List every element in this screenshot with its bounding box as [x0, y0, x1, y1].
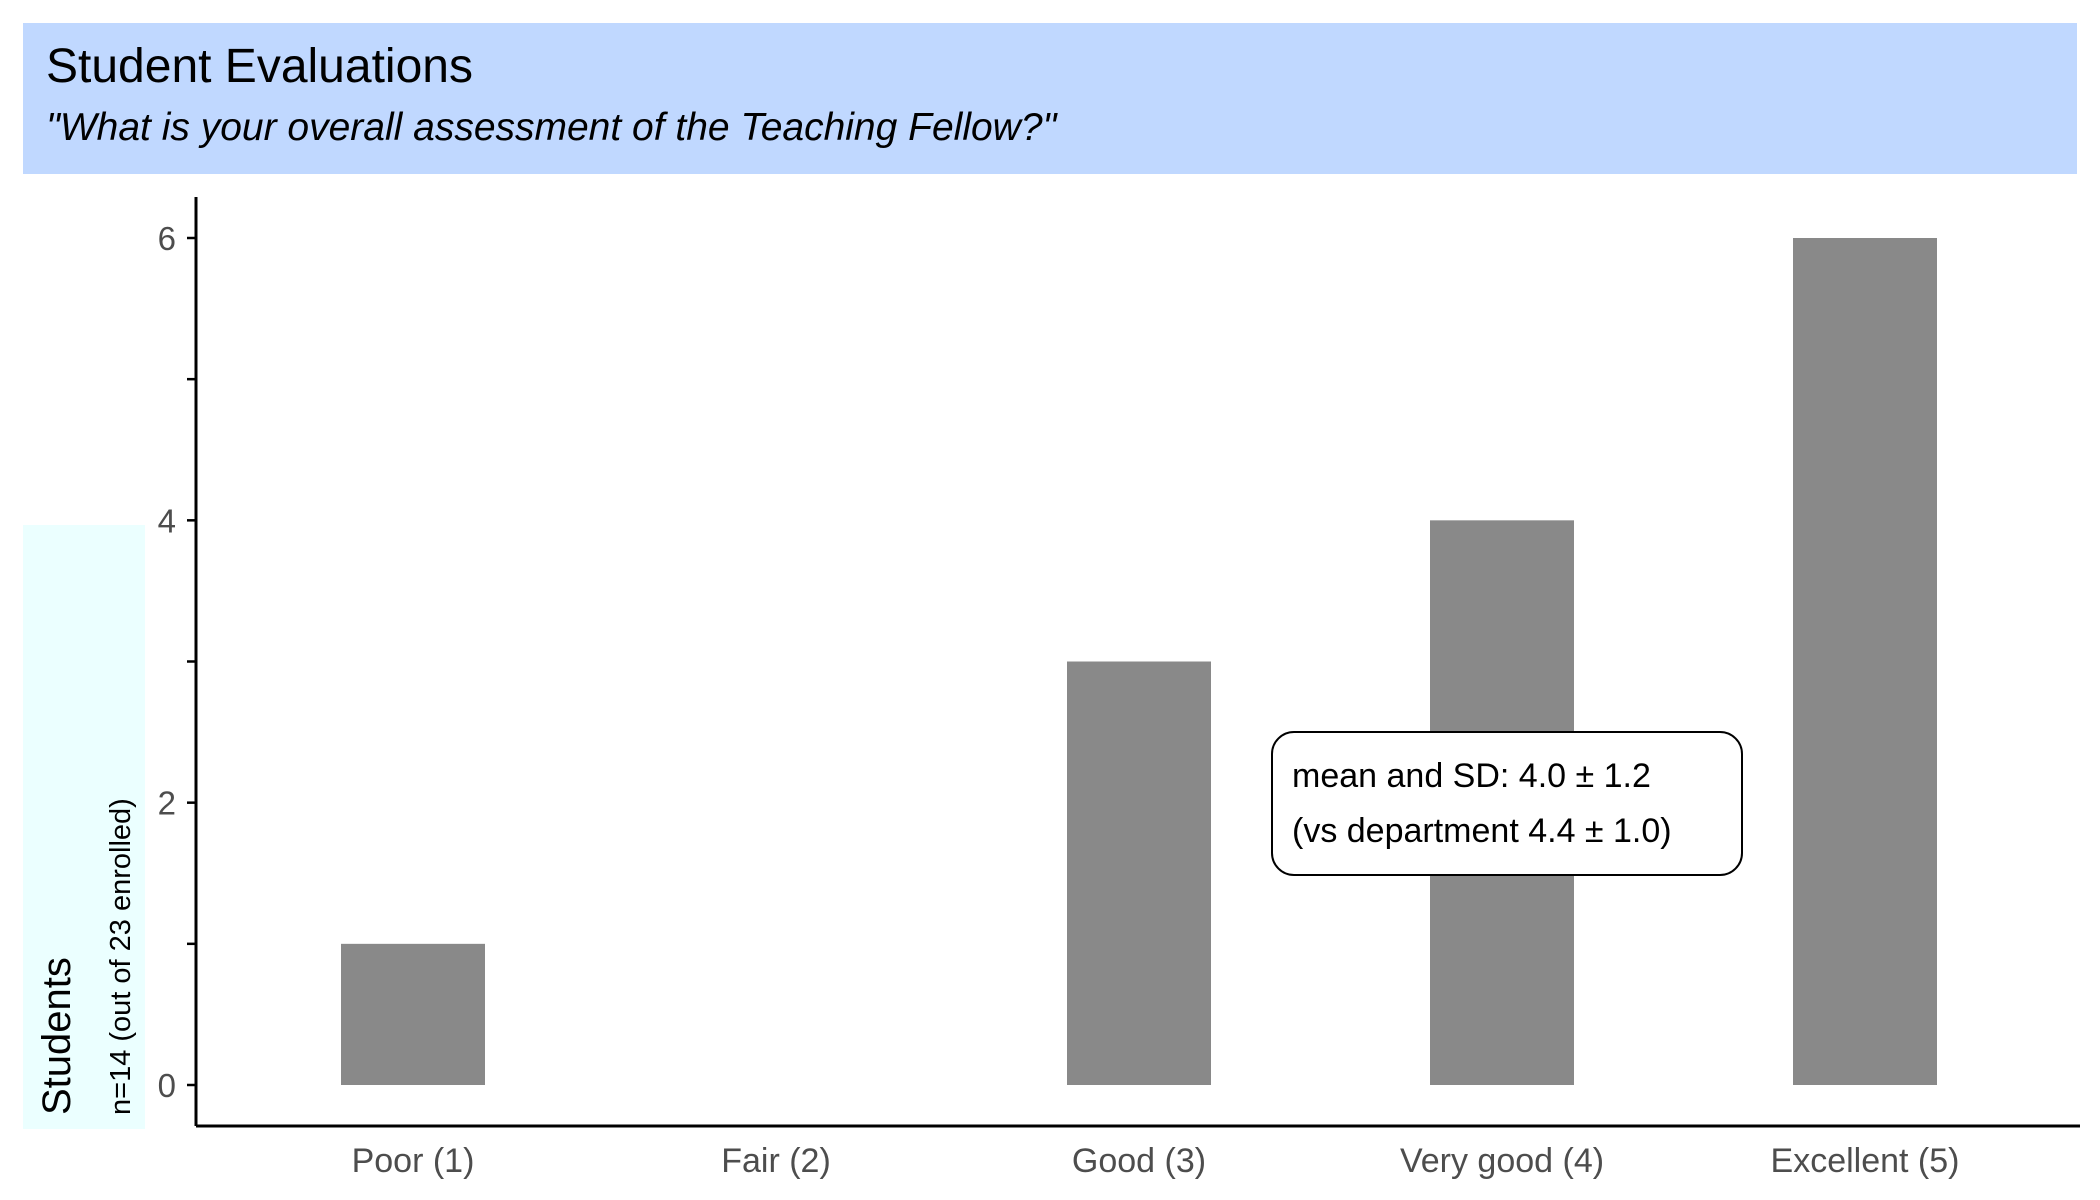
y-tick-label: 6	[158, 220, 176, 257]
y-tick-label: 2	[158, 785, 176, 822]
annotation-box	[1271, 731, 1743, 876]
bar-series	[341, 238, 1937, 1085]
annotation-line-1: mean and SD: 4.0 ± 1.2	[1292, 757, 1651, 795]
x-tick-label: Fair (2)	[721, 1142, 831, 1180]
y-axis-ticks: 0 2 4 6	[158, 220, 196, 1104]
y-tick-label: 4	[158, 502, 176, 539]
x-tick-label: Poor (1)	[352, 1142, 475, 1180]
x-tick-label: Excellent (5)	[1771, 1142, 1960, 1180]
y-axis-label: Students	[35, 957, 79, 1115]
bar-5	[1793, 238, 1937, 1085]
stats-annotation: mean and SD: 4.0 ± 1.2 (vs department 4.…	[1271, 731, 1743, 876]
chart-subtitle: "What is your overall assessment of the …	[46, 106, 1059, 149]
chart-title: Student Evaluations	[46, 40, 473, 93]
x-tick-label: Good (3)	[1072, 1142, 1206, 1180]
y-axis-sublabel: n=14 (out of 23 enrolled)	[105, 798, 137, 1115]
x-axis-ticks: Poor (1) Fair (2) Good (3) Very good (4) Exc…	[352, 1142, 1960, 1180]
x-tick-label: Very good (4)	[1400, 1142, 1604, 1180]
header-background	[23, 23, 2077, 174]
y-tick-label: 0	[158, 1067, 176, 1104]
annotation-line-2: (vs department 4.4 ± 1.0)	[1292, 812, 1672, 850]
y-axis-label-background	[23, 525, 145, 1129]
bar-1	[341, 943, 485, 1085]
bar-3	[1067, 661, 1211, 1085]
